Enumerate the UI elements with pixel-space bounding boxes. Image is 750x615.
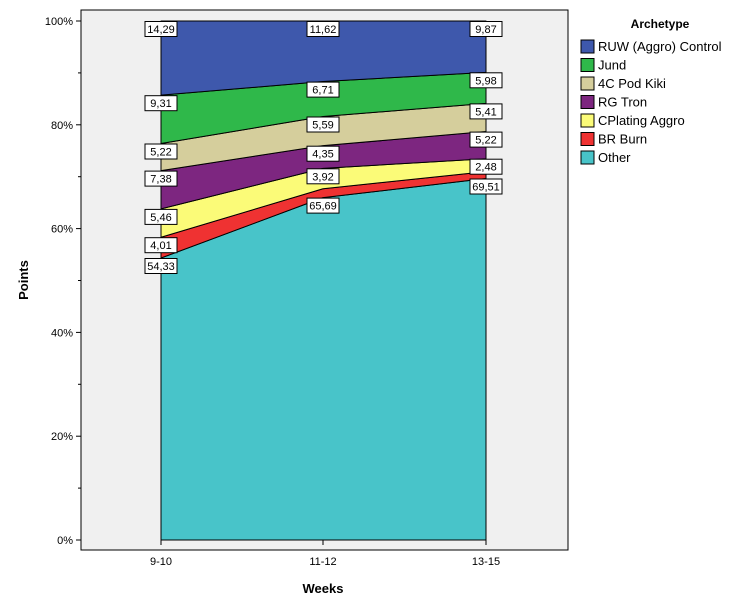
data-label-box: [469, 178, 503, 195]
legend-swatch-4c-pod-kiki: [580, 76, 595, 91]
data-label-box: [469, 131, 503, 148]
data-label: 4,01: [150, 240, 171, 252]
legend-label-other: Other: [598, 150, 631, 165]
legend-label-cplating-aggro: CPlating Aggro: [598, 113, 685, 128]
legend-swatch-rg-tron: [580, 95, 595, 109]
data-label: 69,51: [472, 182, 500, 194]
legend: Archetype RUW (Aggro) Control Jund 4C Pod …: [580, 17, 722, 165]
x-axis-title: Weeks: [303, 581, 344, 596]
data-label: 5,59: [312, 120, 333, 132]
data-label: 14,29: [147, 24, 175, 36]
data-label-box: [469, 158, 503, 175]
legend-label-ruw-aggro-control: RUW (Aggro) Control: [598, 39, 722, 54]
data-label-box: [144, 208, 178, 225]
y-tick-label: 20%: [51, 431, 73, 443]
data-label-box: [144, 21, 178, 37]
data-label-box: [469, 21, 503, 37]
y-tick-label: 100%: [45, 16, 73, 28]
data-label: 5,98: [475, 75, 496, 87]
y-tick-label: 40%: [51, 327, 73, 339]
axes-layer: 0% 20% 40% 60% 80% 100% 9-10 11-12 13-15: [45, 16, 500, 568]
data-label-box: [306, 145, 340, 162]
data-label: 9,31: [150, 98, 171, 110]
y-axis-title: Points: [16, 260, 31, 300]
data-label: 5,46: [150, 212, 171, 224]
data-label: 5,41: [475, 106, 496, 118]
y-tick-label: 0%: [57, 535, 73, 547]
data-label: 7,38: [150, 174, 171, 186]
x-tick-label: 13-15: [472, 556, 500, 568]
legend-swatch-jund: [580, 58, 595, 72]
data-label-box: [306, 116, 340, 133]
data-label: 4,35: [312, 149, 333, 161]
x-tick-label: 9-10: [150, 556, 172, 568]
data-label-box: [144, 170, 178, 187]
legend-swatch-ruw-aggro-control: [580, 39, 595, 54]
data-label-box: [144, 95, 178, 112]
legend-label-rg-tron: RG Tron: [598, 95, 647, 110]
data-label: 6,71: [312, 85, 333, 97]
x-tick-label: 11-12: [309, 556, 336, 568]
areas-layer: [160, 20, 487, 541]
y-tick-label: 60%: [51, 224, 73, 236]
data-label-box: [144, 258, 178, 274]
data-label: 3,92: [312, 171, 333, 183]
legend-swatch-cplating-aggro: [580, 113, 595, 128]
data-label: 5,22: [475, 135, 496, 147]
legend-label-4c-pod-kiki: 4C Pod Kiki: [598, 76, 666, 91]
data-label: 9,87: [475, 24, 496, 36]
data-label-box: [306, 81, 340, 98]
legend-label-br-burn: BR Burn: [598, 132, 647, 147]
data-label: 11,62: [310, 24, 337, 36]
data-label: 54,33: [147, 261, 175, 273]
data-label-box: [306, 168, 340, 185]
data-label-box: [469, 103, 503, 120]
data-label-box: [144, 237, 178, 254]
data-label: 5,22: [150, 147, 171, 159]
data-label: 2,48: [475, 162, 496, 174]
legend-swatch-br-burn: [580, 132, 595, 146]
data-label-box: [144, 143, 178, 160]
data-label-box: [306, 197, 340, 214]
y-tick-label: 80%: [51, 120, 73, 132]
data-label-box: [306, 21, 340, 37]
data-labels-layer: 54,33 65,69 69,51 4,01 5,46 3,92 2,48 7,38 4,35 5…: [144, 21, 503, 274]
legend-label-jund: Jund: [598, 58, 626, 73]
data-label: 65,69: [309, 201, 337, 213]
legend-title: Archetype: [631, 17, 690, 31]
legend-swatch-other: [580, 150, 595, 165]
data-label-box: [469, 72, 503, 89]
